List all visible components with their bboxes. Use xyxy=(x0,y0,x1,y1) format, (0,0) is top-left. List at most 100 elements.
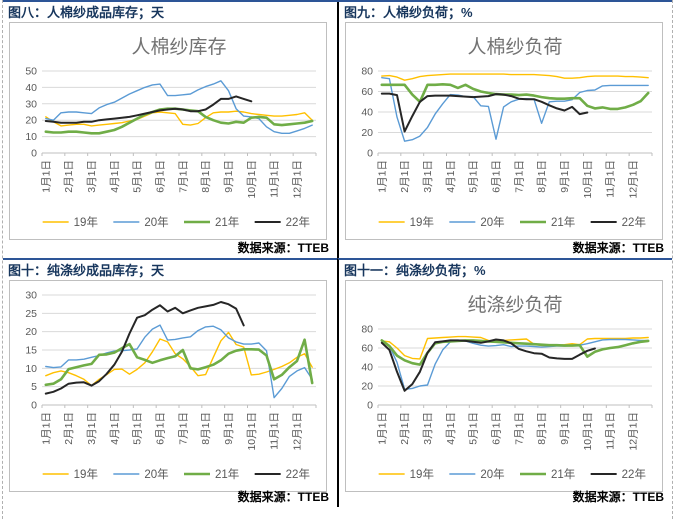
svg-text:22年: 22年 xyxy=(622,467,646,481)
svg-text:12月1日: 12月1日 xyxy=(291,160,303,199)
svg-text:40: 40 xyxy=(361,107,373,119)
panel-figure8: 图八：人棉纱成品库存；天 0 10 20 30 40 50 1月1日 2月1日 3月1日 4月1日… xyxy=(3,2,337,258)
svg-text:10月1日: 10月1日 xyxy=(582,160,594,199)
figure10-chart-frame[interactable]: 0 5 10 15 20 25 30 1月1日 2月1日 3月1日 4月1日 5月1日 6月1日 7月1日… xyxy=(9,280,327,492)
svg-text:6月1日: 6月1日 xyxy=(154,160,166,193)
svg-text:0: 0 xyxy=(367,148,373,160)
svg-text:20年: 20年 xyxy=(480,467,504,481)
svg-text:20: 20 xyxy=(361,381,373,393)
figure10-line-chart[interactable]: 0 5 10 15 20 25 30 1月1日 2月1日 3月1日 4月1日 5月1日 6月1日 7月1日… xyxy=(10,281,326,491)
svg-text:9月1日: 9月1日 xyxy=(559,160,571,193)
svg-text:25: 25 xyxy=(25,308,37,320)
svg-text:11月1日: 11月1日 xyxy=(269,412,281,450)
svg-text:20: 20 xyxy=(25,115,37,127)
figure9-source-label: 数据来源：TTEB xyxy=(572,241,664,255)
svg-text:12月1日: 12月1日 xyxy=(291,412,303,451)
figure9-chart-frame[interactable]: 0 20 40 60 80 1月1日 2月1日 3月1日 4月1日 5月1日 6月1日 7月1日 8月1… xyxy=(345,22,663,240)
charts-grid: 图八：人棉纱成品库存；天 0 10 20 30 40 50 1月1日 2月1日 3月1日 4月1日… xyxy=(3,0,672,507)
svg-text:30: 30 xyxy=(25,290,37,302)
svg-text:11月1日: 11月1日 xyxy=(605,160,617,198)
svg-text:20年: 20年 xyxy=(144,215,168,229)
svg-text:6月1日: 6月1日 xyxy=(490,412,502,445)
panel-figure9: 图九：人棉纱负荷；% 0 20 40 60 80 1月1日 2月1日 3月1日 4月1日 5月1日… xyxy=(337,2,672,258)
svg-text:5月1日: 5月1日 xyxy=(468,412,480,445)
svg-text:3月1日: 3月1日 xyxy=(86,160,98,193)
svg-text:5月1日: 5月1日 xyxy=(132,412,144,445)
svg-text:40: 40 xyxy=(25,82,37,94)
svg-text:3月1日: 3月1日 xyxy=(422,412,434,445)
svg-text:人棉纱库存: 人棉纱库存 xyxy=(131,36,226,58)
svg-text:40: 40 xyxy=(361,362,373,374)
svg-text:19年: 19年 xyxy=(74,215,98,229)
svg-text:19年: 19年 xyxy=(410,215,434,229)
svg-text:60: 60 xyxy=(361,343,373,355)
svg-text:纯涤纱负荷: 纯涤纱负荷 xyxy=(467,294,562,316)
svg-text:15: 15 xyxy=(25,345,37,357)
svg-text:4月1日: 4月1日 xyxy=(445,160,457,193)
svg-text:7月1日: 7月1日 xyxy=(513,412,525,445)
svg-text:21年: 21年 xyxy=(551,215,575,229)
panel-figure11: 图十一：纯涤纱负荷；% 0 20 40 60 80 1月1日 2月1日 3月1日 4月1日 5月1… xyxy=(337,258,672,507)
svg-text:2月1日: 2月1日 xyxy=(63,160,75,193)
svg-text:11月1日: 11月1日 xyxy=(269,160,281,198)
figure10-source-label: 数据来源：TTEB xyxy=(237,490,329,504)
svg-text:60: 60 xyxy=(361,86,373,98)
svg-text:0: 0 xyxy=(31,148,37,160)
svg-text:1月1日: 1月1日 xyxy=(40,412,52,445)
svg-text:7月1日: 7月1日 xyxy=(177,160,189,193)
svg-text:10: 10 xyxy=(25,363,37,375)
figure9-line-chart[interactable]: 0 20 40 60 80 1月1日 2月1日 3月1日 4月1日 5月1日 6月1日 7月1日 8月1… xyxy=(346,23,662,239)
svg-text:8月1日: 8月1日 xyxy=(536,160,548,193)
svg-text:12月1日: 12月1日 xyxy=(627,160,639,199)
panel-figure10: 图十：纯涤纱成品库存；天 0 5 10 15 20 25 30 1月1日 2月1日 3月1日 4月1… xyxy=(3,258,337,507)
svg-text:4月1日: 4月1日 xyxy=(445,412,457,445)
svg-text:1月1日: 1月1日 xyxy=(376,412,388,445)
figure10-header: 图十：纯涤纱成品库存；天 xyxy=(8,263,165,278)
svg-text:3月1日: 3月1日 xyxy=(422,160,434,193)
svg-text:10: 10 xyxy=(25,131,37,143)
svg-text:19年: 19年 xyxy=(74,467,98,481)
svg-text:6月1日: 6月1日 xyxy=(490,160,502,193)
svg-text:20: 20 xyxy=(361,127,373,139)
svg-text:80: 80 xyxy=(361,66,373,78)
svg-text:0: 0 xyxy=(31,400,37,412)
svg-text:5月1日: 5月1日 xyxy=(132,160,144,193)
svg-text:6月1日: 6月1日 xyxy=(154,412,166,445)
svg-text:5月1日: 5月1日 xyxy=(468,160,480,193)
figure11-chart-frame[interactable]: 0 20 40 60 80 1月1日 2月1日 3月1日 4月1日 5月1日 6月1日 7月1日 8月1… xyxy=(345,280,663,492)
figure11-line-chart[interactable]: 0 20 40 60 80 1月1日 2月1日 3月1日 4月1日 5月1日 6月1日 7月1日 8月1… xyxy=(346,281,662,491)
svg-text:2月1日: 2月1日 xyxy=(63,412,75,445)
svg-text:1月1日: 1月1日 xyxy=(376,160,388,193)
figure8-header: 图八：人棉纱成品库存；天 xyxy=(8,5,165,20)
svg-text:8月1日: 8月1日 xyxy=(536,412,548,445)
svg-text:20年: 20年 xyxy=(144,467,168,481)
svg-text:19年: 19年 xyxy=(410,467,434,481)
svg-text:7月1日: 7月1日 xyxy=(513,160,525,193)
svg-text:12月1日: 12月1日 xyxy=(627,412,639,451)
svg-text:20: 20 xyxy=(25,326,37,338)
svg-text:5: 5 xyxy=(31,381,37,393)
svg-text:10月1日: 10月1日 xyxy=(246,160,258,199)
svg-text:22年: 22年 xyxy=(286,467,310,481)
figure11-header: 图十一：纯涤纱负荷；% xyxy=(344,263,486,278)
svg-text:3月1日: 3月1日 xyxy=(86,412,98,445)
svg-text:50: 50 xyxy=(25,66,37,78)
svg-text:11月1日: 11月1日 xyxy=(605,412,617,450)
svg-text:4月1日: 4月1日 xyxy=(109,160,121,193)
svg-text:30: 30 xyxy=(25,98,37,110)
svg-text:9月1日: 9月1日 xyxy=(223,160,235,193)
svg-text:1月1日: 1月1日 xyxy=(40,160,52,193)
svg-text:8月1日: 8月1日 xyxy=(200,412,212,445)
figure8-line-chart[interactable]: 0 10 20 30 40 50 1月1日 2月1日 3月1日 4月1日 5月1日 6月1日 7月1日 8… xyxy=(10,23,326,239)
svg-text:21年: 21年 xyxy=(215,467,239,481)
svg-text:21年: 21年 xyxy=(551,467,575,481)
svg-text:80: 80 xyxy=(361,324,373,336)
svg-text:人棉纱负荷: 人棉纱负荷 xyxy=(467,36,562,58)
svg-text:22年: 22年 xyxy=(286,215,310,229)
figure9-header: 图九：人棉纱负荷；% xyxy=(344,5,473,20)
svg-text:21年: 21年 xyxy=(215,215,239,229)
figure8-chart-frame[interactable]: 0 10 20 30 40 50 1月1日 2月1日 3月1日 4月1日 5月1日 6月1日 7月1日 8… xyxy=(9,22,327,240)
svg-text:8月1日: 8月1日 xyxy=(200,160,212,193)
svg-text:10月1日: 10月1日 xyxy=(246,412,258,451)
